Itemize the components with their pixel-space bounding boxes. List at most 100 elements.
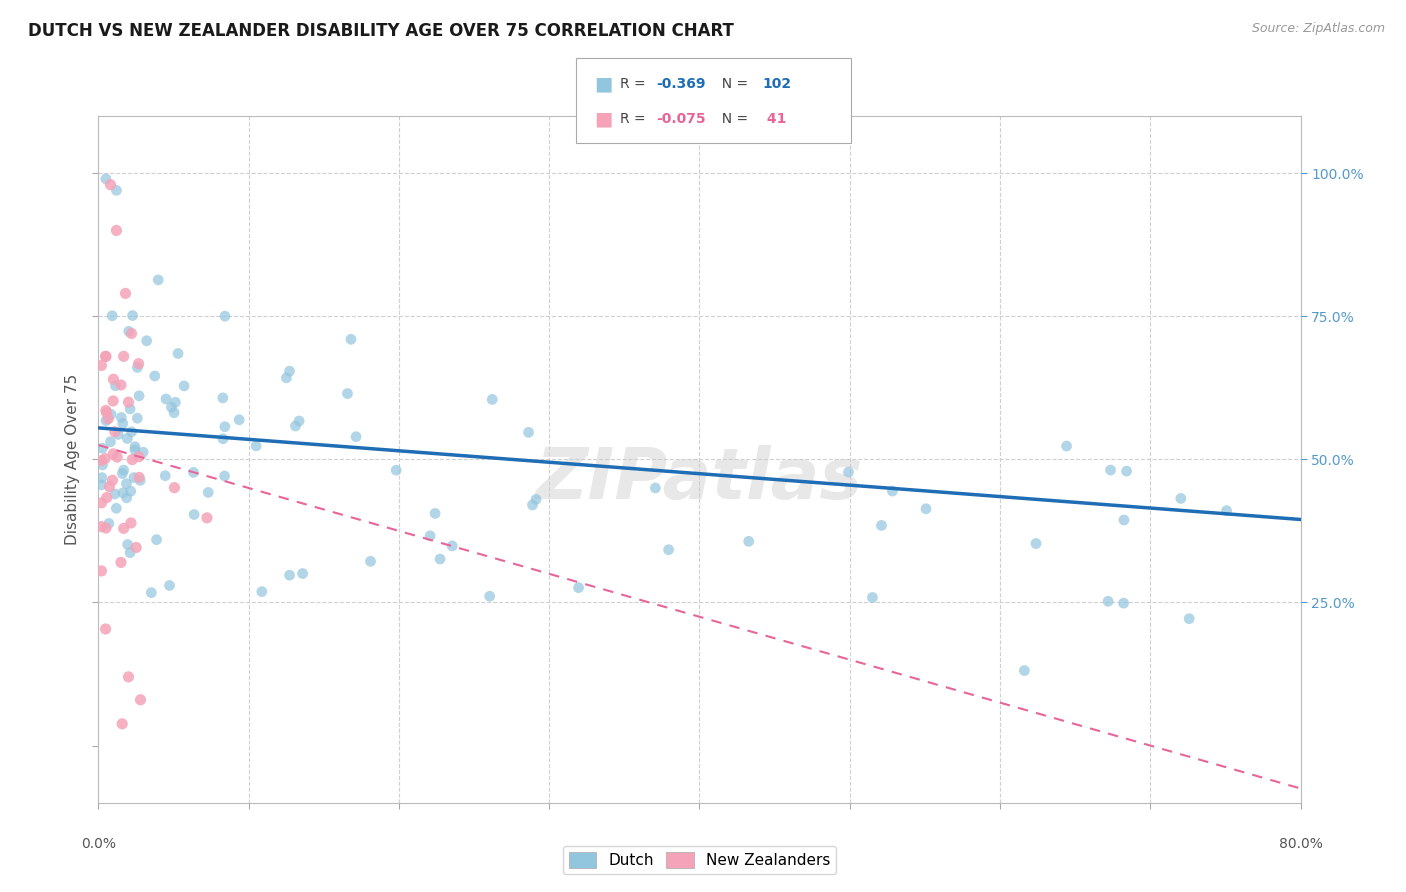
Point bbox=[94, 403, 117, 417]
Point bbox=[481, 392, 503, 407]
Point bbox=[250, 584, 273, 599]
Point bbox=[183, 466, 205, 480]
Point bbox=[94, 622, 117, 636]
Point bbox=[212, 432, 235, 446]
Point bbox=[429, 552, 451, 566]
Point bbox=[91, 458, 114, 472]
Point bbox=[567, 581, 589, 595]
Point bbox=[128, 357, 150, 371]
Y-axis label: Disability Age Over 75: Disability Age Over 75 bbox=[65, 374, 80, 545]
Point bbox=[96, 405, 118, 419]
Point bbox=[135, 334, 157, 348]
Point bbox=[107, 427, 129, 442]
Point bbox=[385, 463, 408, 477]
Point bbox=[100, 434, 122, 449]
Point bbox=[111, 716, 134, 731]
Point bbox=[90, 564, 112, 578]
Point bbox=[644, 481, 666, 495]
Point bbox=[112, 350, 135, 364]
Point bbox=[1215, 503, 1237, 517]
Point bbox=[111, 417, 134, 431]
Point bbox=[1025, 536, 1047, 550]
Point bbox=[658, 542, 681, 557]
Point bbox=[128, 470, 150, 484]
Point bbox=[110, 378, 132, 392]
Point bbox=[97, 516, 120, 531]
Point bbox=[1014, 664, 1036, 678]
Point bbox=[90, 496, 112, 510]
Point bbox=[128, 389, 150, 403]
Point bbox=[284, 419, 307, 434]
Text: 80.0%: 80.0% bbox=[1278, 837, 1323, 851]
Point bbox=[129, 474, 152, 488]
Point bbox=[90, 453, 112, 467]
Point bbox=[128, 450, 150, 464]
Point bbox=[245, 439, 267, 453]
Point bbox=[111, 467, 134, 481]
Point bbox=[120, 516, 142, 530]
Point bbox=[419, 529, 441, 543]
Point bbox=[120, 484, 142, 499]
Point bbox=[94, 521, 117, 535]
Point bbox=[360, 554, 382, 568]
Point bbox=[104, 378, 127, 392]
Point bbox=[423, 507, 446, 521]
Point bbox=[112, 521, 135, 535]
Point bbox=[1115, 464, 1137, 478]
Point bbox=[91, 441, 114, 455]
Point bbox=[124, 440, 146, 454]
Point bbox=[96, 491, 118, 505]
Point bbox=[110, 555, 132, 570]
Text: N =: N = bbox=[713, 112, 752, 126]
Point bbox=[195, 511, 218, 525]
Point bbox=[132, 445, 155, 459]
Point bbox=[155, 392, 177, 406]
Point bbox=[517, 425, 540, 440]
Point bbox=[344, 430, 367, 444]
Point bbox=[120, 401, 142, 416]
Point bbox=[478, 589, 501, 603]
Point bbox=[1099, 463, 1122, 477]
Point bbox=[112, 463, 135, 477]
Point bbox=[228, 413, 250, 427]
Point bbox=[129, 692, 152, 706]
Point bbox=[104, 487, 127, 501]
Point bbox=[111, 485, 134, 500]
Point bbox=[159, 578, 181, 592]
Point bbox=[90, 359, 112, 373]
Point bbox=[278, 568, 301, 582]
Point bbox=[117, 537, 139, 551]
Text: DUTCH VS NEW ZEALANDER DISABILITY AGE OVER 75 CORRELATION CHART: DUTCH VS NEW ZEALANDER DISABILITY AGE OV… bbox=[28, 22, 734, 40]
Point bbox=[278, 364, 301, 378]
Point bbox=[1097, 594, 1119, 608]
Point bbox=[120, 546, 142, 560]
Point bbox=[117, 670, 139, 684]
Point bbox=[98, 480, 121, 494]
Point bbox=[118, 324, 141, 338]
Point bbox=[1056, 439, 1078, 453]
Point bbox=[103, 372, 125, 386]
Point bbox=[214, 309, 236, 323]
Point bbox=[100, 407, 122, 421]
Point bbox=[101, 473, 124, 487]
Point bbox=[90, 519, 112, 533]
Point bbox=[738, 534, 761, 549]
Text: ZIPatlas: ZIPatlas bbox=[536, 445, 863, 515]
Point bbox=[1178, 612, 1201, 626]
Point bbox=[110, 410, 132, 425]
Point bbox=[870, 518, 893, 533]
Point bbox=[214, 419, 236, 434]
Text: 0.0%: 0.0% bbox=[82, 837, 115, 851]
Point bbox=[105, 183, 128, 197]
Text: R =: R = bbox=[620, 77, 650, 91]
Point bbox=[94, 451, 117, 466]
Point bbox=[143, 368, 166, 383]
Point bbox=[197, 485, 219, 500]
Text: Source: ZipAtlas.com: Source: ZipAtlas.com bbox=[1251, 22, 1385, 36]
Point bbox=[121, 326, 143, 341]
Point bbox=[211, 391, 233, 405]
Point bbox=[117, 395, 139, 409]
Point bbox=[141, 585, 163, 599]
Point bbox=[101, 309, 124, 323]
Point bbox=[121, 425, 143, 439]
